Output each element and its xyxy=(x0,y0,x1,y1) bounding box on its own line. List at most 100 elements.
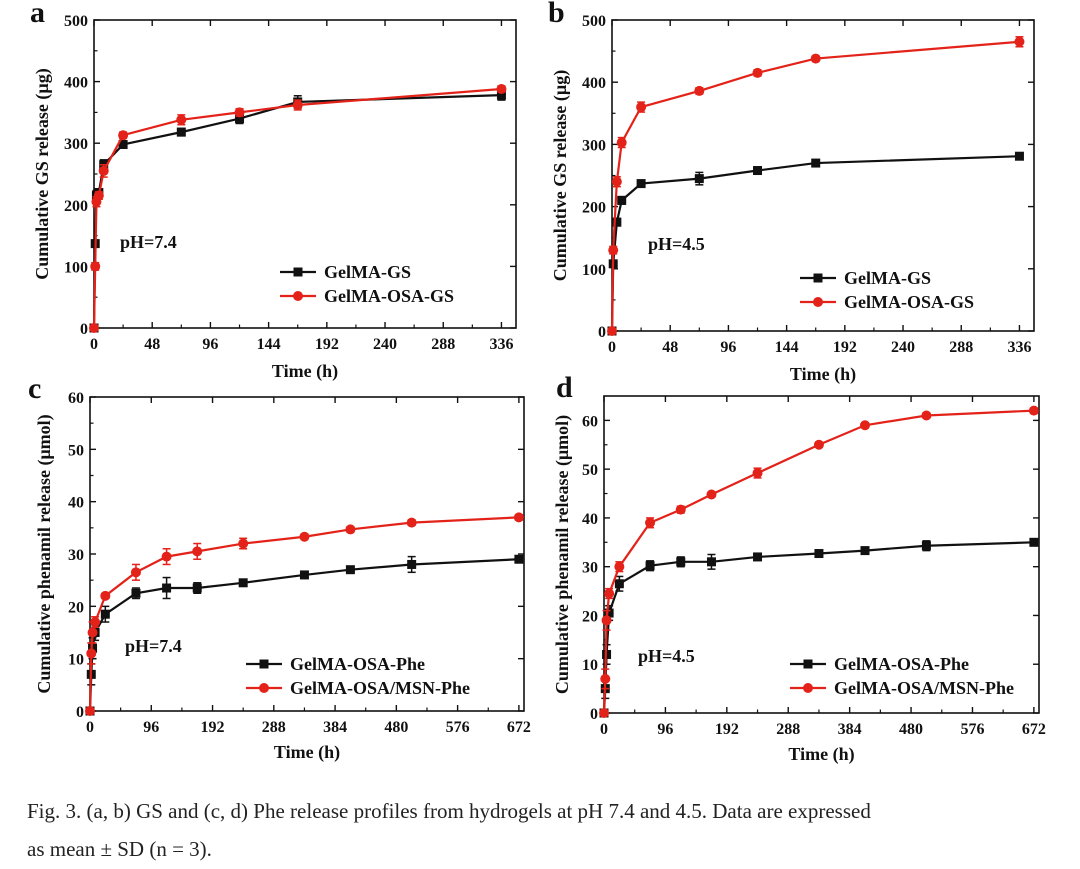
data-point xyxy=(1014,151,1024,161)
data-point xyxy=(612,217,622,227)
data-point xyxy=(130,567,141,578)
legend-marker xyxy=(813,273,823,283)
data-point xyxy=(192,546,203,557)
data-point xyxy=(607,326,617,336)
data-point xyxy=(292,100,303,111)
data-point xyxy=(921,410,932,421)
data-point xyxy=(604,588,615,599)
data-point xyxy=(131,588,141,598)
x-tick-label: 96 xyxy=(143,719,159,736)
data-point xyxy=(645,517,656,528)
data-point xyxy=(599,708,609,718)
y-tick-label: 60 xyxy=(68,390,84,407)
y-tick-label: 50 xyxy=(582,462,598,479)
x-tick-label: 576 xyxy=(960,721,984,738)
plot-frame xyxy=(603,395,1040,714)
x-tick-label: 0 xyxy=(86,719,94,736)
data-point xyxy=(87,627,98,638)
y-tick-label: 50 xyxy=(68,442,84,459)
chart-panel-a: 0 48 96 144 192 240 288 336 0 100 200 300 400 500 Time… xyxy=(30,0,517,382)
data-point xyxy=(234,107,245,118)
data-point xyxy=(1028,405,1039,416)
data-point xyxy=(813,439,824,450)
x-tick-label: 288 xyxy=(949,339,973,356)
x-axis-title: Time (h) xyxy=(790,364,856,385)
data-point xyxy=(93,190,104,201)
data-point xyxy=(676,557,686,567)
y-tick-label: 30 xyxy=(68,547,84,564)
x-tick-label: 336 xyxy=(489,336,513,353)
data-point xyxy=(617,195,627,205)
y-axis-title: Cumulative GS release (µg) xyxy=(550,70,571,282)
y-tick-label: 200 xyxy=(64,198,88,215)
data-point xyxy=(90,617,101,628)
data-point xyxy=(89,323,99,333)
chart-panel-b: 0 48 96 144 192 240 288 336 0 100 200 300 400 500 Time… xyxy=(548,0,1035,385)
data-point xyxy=(694,85,705,96)
legend-marker xyxy=(803,683,813,693)
data-point xyxy=(176,114,187,125)
x-tick-label: 0 xyxy=(608,339,616,356)
y-tick-label: 500 xyxy=(64,13,88,30)
legend-label: GelMA-OSA-GS xyxy=(844,292,974,312)
data-point xyxy=(921,541,931,551)
y-tick-label: 20 xyxy=(68,599,84,616)
legend-marker xyxy=(803,659,813,669)
data-point xyxy=(645,561,655,571)
data-point xyxy=(810,53,821,64)
data-point xyxy=(860,546,870,556)
data-point xyxy=(98,165,109,176)
data-point xyxy=(614,561,625,572)
chart-panel-c: 0 96 192 288 384 480 576 672 0 10 20 30 40 50 60 Time (… xyxy=(28,372,531,763)
y-tick-label: 100 xyxy=(582,262,606,279)
panel-letter: d xyxy=(556,371,573,404)
legend-marker xyxy=(813,297,823,307)
x-tick-label: 336 xyxy=(1007,339,1031,356)
series-gelma-osa-gs xyxy=(89,83,507,333)
data-point xyxy=(753,552,763,562)
data-point xyxy=(176,127,186,137)
y-tick-label: 20 xyxy=(582,608,598,625)
data-point xyxy=(86,648,97,659)
legend: GelMA-GS GelMA-OSA-GS xyxy=(800,268,974,312)
data-point xyxy=(753,166,763,176)
data-point xyxy=(118,130,129,141)
y-tick-label: 400 xyxy=(64,75,88,92)
legend-label: GelMA-OSA-Phe xyxy=(290,654,425,674)
x-tick-label: 288 xyxy=(431,336,455,353)
data-point xyxy=(706,557,716,567)
x-tick-label: 672 xyxy=(507,719,531,736)
x-tick-label: 288 xyxy=(776,721,800,738)
data-point xyxy=(192,583,202,593)
legend-label: GelMA-GS xyxy=(844,268,931,288)
data-point xyxy=(238,578,248,588)
series-gelma-osa-msn-phe xyxy=(599,405,1039,718)
ph-annotation: pH=4.5 xyxy=(648,234,705,254)
y-tick-label: 30 xyxy=(582,560,598,577)
x-tick-label: 48 xyxy=(144,336,160,353)
x-tick-label: 0 xyxy=(600,721,608,738)
y-tick-label: 0 xyxy=(598,324,606,341)
data-point xyxy=(406,517,417,528)
data-point xyxy=(600,673,611,684)
y-tick-label: 400 xyxy=(582,75,606,92)
data-point xyxy=(675,504,686,515)
data-point xyxy=(100,609,110,619)
data-point xyxy=(636,102,647,113)
data-point xyxy=(496,90,506,100)
legend-label: GelMA-GS xyxy=(324,262,411,282)
y-tick-label: 60 xyxy=(582,413,598,430)
x-tick-label: 480 xyxy=(384,719,408,736)
panel-letter: a xyxy=(30,0,45,29)
legend-label: GelMA-OSA/MSN-Phe xyxy=(290,678,470,698)
data-point xyxy=(161,551,172,562)
series-line xyxy=(602,409,1034,714)
legend: GelMA-GS GelMA-OSA-GS xyxy=(280,262,454,306)
legend-label: GelMA-OSA/MSN-Phe xyxy=(834,678,1014,698)
figure: 0 48 96 144 192 240 288 3360100200300400500Time… xyxy=(28,0,1046,765)
y-tick-label: 40 xyxy=(582,511,598,528)
data-point xyxy=(513,512,524,523)
x-tick-label: 96 xyxy=(657,721,673,738)
x-tick-label: 384 xyxy=(323,719,347,736)
x-tick-label: 384 xyxy=(838,721,862,738)
